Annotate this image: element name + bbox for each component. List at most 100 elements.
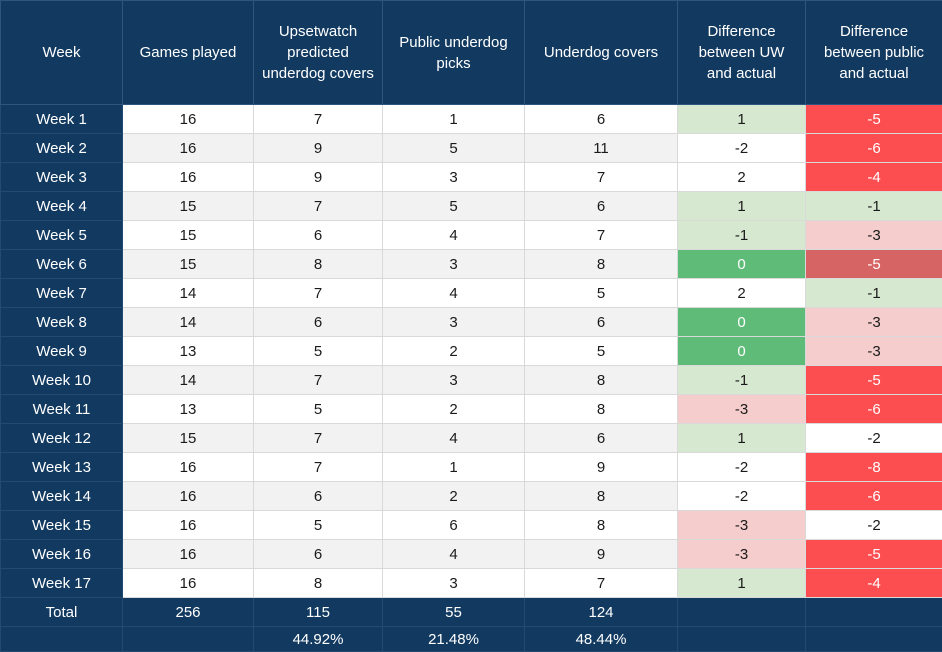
public-picks-cell: 3 [382,249,525,279]
games-played-cell: 16 [122,162,254,192]
table-row: Week 13 16 7 1 9 -2 -8 [0,452,942,482]
column-header-games-played: Games played [122,0,254,105]
week-cell: Week 12 [0,423,123,453]
underdog-covers-cell: 7 [524,568,678,598]
public-diff-cell: -4 [805,568,942,598]
uw-diff-cell: -2 [677,133,806,163]
public-picks-cell: 2 [382,336,525,366]
week-cell: Week 14 [0,481,123,511]
public-diff-cell: -6 [805,481,942,511]
percentage-row: 44.92% 21.48% 48.44% [0,626,942,652]
public-diff-cell: -1 [805,278,942,308]
games-played-cell: 16 [122,452,254,482]
week-cell: Week 17 [0,568,123,598]
uw-predicted-cell: 7 [253,423,383,453]
table-row: Week 8 14 6 3 6 0 -3 [0,307,942,337]
underdog-covers-cell: 7 [524,220,678,250]
pct-public-diff-cell [805,626,942,652]
uw-diff-cell: 0 [677,336,806,366]
public-diff-cell: -3 [805,307,942,337]
total-public-diff-cell [805,597,942,627]
uw-diff-cell: -1 [677,220,806,250]
header-row: Week Games played Upsetwatch predicted u… [0,0,942,105]
uw-diff-cell: 1 [677,104,806,134]
uw-diff-cell: 0 [677,307,806,337]
column-header-underdog-covers: Underdog covers [524,0,678,105]
underdog-covers-cell: 7 [524,162,678,192]
underdog-covers-cell: 8 [524,365,678,395]
uw-diff-cell: 1 [677,423,806,453]
table-row: Week 2 16 9 5 11 -2 -6 [0,133,942,163]
games-played-cell: 16 [122,133,254,163]
public-diff-cell: -3 [805,336,942,366]
public-picks-cell: 1 [382,452,525,482]
table-row: Week 14 16 6 2 8 -2 -6 [0,481,942,511]
public-picks-cell: 3 [382,162,525,192]
public-picks-cell: 5 [382,191,525,221]
total-games-played-cell: 256 [122,597,254,627]
table-row: Week 9 13 5 2 5 0 -3 [0,336,942,366]
public-picks-cell: 6 [382,510,525,540]
games-played-cell: 14 [122,365,254,395]
week-cell: Week 1 [0,104,123,134]
pct-public-picks-cell: 21.48% [382,626,525,652]
games-played-cell: 15 [122,220,254,250]
underdog-covers-cell: 8 [524,394,678,424]
underdog-covers-cell: 8 [524,249,678,279]
column-header-uw-diff: Difference between UW and actual [677,0,806,105]
uw-predicted-cell: 9 [253,133,383,163]
underdog-covers-cell: 6 [524,423,678,453]
pct-underdog-covers-cell: 48.44% [524,626,678,652]
total-uw-predicted-cell: 115 [253,597,383,627]
public-picks-cell: 2 [382,481,525,511]
public-diff-cell: -3 [805,220,942,250]
public-diff-cell: -1 [805,191,942,221]
public-picks-cell: 4 [382,539,525,569]
table-header: Week Games played Upsetwatch predicted u… [0,0,942,105]
games-played-cell: 15 [122,249,254,279]
uw-diff-cell: 1 [677,568,806,598]
table-row: Week 17 16 8 3 7 1 -4 [0,568,942,598]
uw-predicted-cell: 7 [253,452,383,482]
games-played-cell: 16 [122,510,254,540]
week-cell: Week 4 [0,191,123,221]
week-cell: Week 10 [0,365,123,395]
uw-diff-cell: 2 [677,278,806,308]
underdog-covers-cell: 8 [524,481,678,511]
week-cell: Week 16 [0,539,123,569]
week-cell: Week 2 [0,133,123,163]
underdog-covers-cell: 9 [524,539,678,569]
games-played-cell: 15 [122,191,254,221]
pct-games-played-cell [122,626,254,652]
underdog-covers-cell: 5 [524,278,678,308]
total-label-cell: Total [0,597,123,627]
public-picks-cell: 3 [382,307,525,337]
uw-diff-cell: 1 [677,191,806,221]
week-cell: Week 11 [0,394,123,424]
public-diff-cell: -6 [805,394,942,424]
table-row: Week 6 15 8 3 8 0 -5 [0,249,942,279]
uw-diff-cell: -3 [677,539,806,569]
week-cell: Week 9 [0,336,123,366]
public-picks-cell: 4 [382,278,525,308]
public-diff-cell: -4 [805,162,942,192]
table-row: Week 15 16 5 6 8 -3 -2 [0,510,942,540]
public-picks-cell: 4 [382,220,525,250]
uw-predicted-cell: 6 [253,220,383,250]
underdog-covers-cell: 9 [524,452,678,482]
uw-predicted-cell: 7 [253,278,383,308]
underdog-covers-cell: 11 [524,133,678,163]
games-played-cell: 15 [122,423,254,453]
underdog-covers-cell: 6 [524,104,678,134]
uw-predicted-cell: 9 [253,162,383,192]
uw-predicted-cell: 6 [253,539,383,569]
games-played-cell: 14 [122,278,254,308]
table-row: Week 16 16 6 4 9 -3 -5 [0,539,942,569]
uw-predicted-cell: 5 [253,336,383,366]
uw-predicted-cell: 7 [253,365,383,395]
uw-diff-cell: 2 [677,162,806,192]
uw-diff-cell: -1 [677,365,806,395]
uw-diff-cell: -2 [677,452,806,482]
games-played-cell: 14 [122,307,254,337]
